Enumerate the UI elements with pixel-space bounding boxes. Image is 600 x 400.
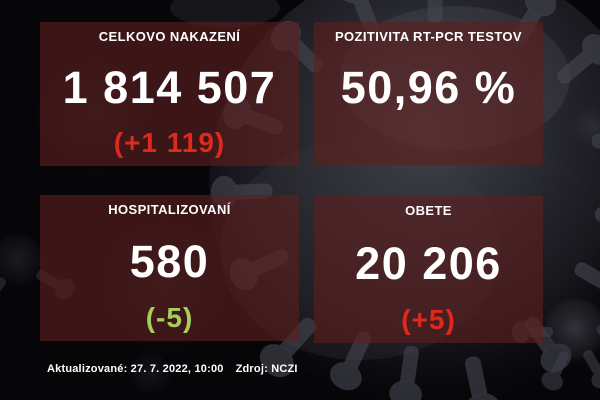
footer: Aktualizované: 27. 7. 2022, 10:00 Zdroj: … [47,363,298,375]
card-value: 20 206 [355,237,502,289]
card-title: POZITIVITA RT-PCR TESTOV [334,29,523,44]
card-title: OBETE [405,203,452,218]
card-delta: (+1 119) [113,127,226,158]
card-total-infected: CELKOVO NAKAZENÍ 1 814 507 (+1 119) [40,22,299,166]
card-title: CELKOVO NAKAZENÍ [98,29,241,44]
card-value: 1 814 507 [62,62,277,113]
data-source-label: Zdroj: NCZI [235,363,298,375]
card-deaths: OBETE 20 206 (+5) [314,196,543,343]
card-value: 50,96 % [340,61,517,113]
satellite-virion-left [0,234,79,318]
card-title: HOSPITALIZOVANÍ [108,202,231,217]
card-delta: (+5) [401,304,456,335]
card-value: 580 [129,236,210,287]
card-delta: (-5) [145,302,194,333]
card-pcr-positivity: POZITIVITA RT-PCR TESTOV 50,96 % [314,22,543,165]
satellite-virion-bottom-right [512,298,600,394]
card-hospitalized: HOSPITALIZOVANÍ 580 (-5) [40,195,299,341]
updated-timestamp: Aktualizované: 27. 7. 2022, 10:00 [47,363,224,375]
